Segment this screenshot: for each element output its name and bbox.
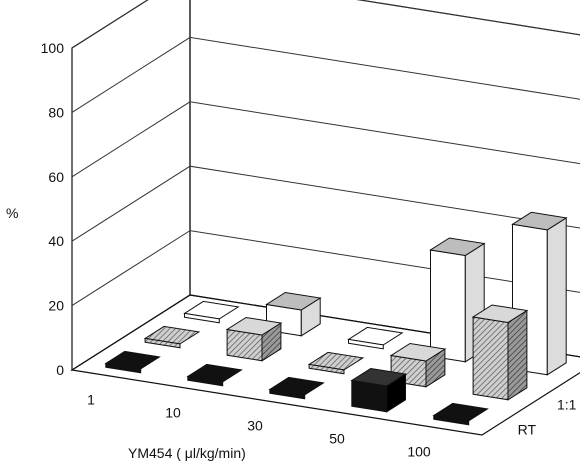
bar-front [348, 338, 384, 350]
bar-RT-50 [350, 367, 407, 413]
bar-side [507, 309, 528, 401]
bar-1-4-100 [511, 211, 568, 376]
bar-1-4-1 [183, 300, 240, 324]
bar-side [546, 216, 567, 376]
x-tick-50: 50 [329, 431, 345, 447]
bar-1-1-10 [225, 316, 283, 362]
gridline-40 [71, 165, 580, 242]
x-tick-labels: 1 10 30 50 100 [87, 392, 431, 460]
bar-front [430, 249, 466, 363]
y-tick-20: 20 [48, 298, 64, 314]
bar-top [471, 304, 529, 324]
bar-front [184, 312, 220, 324]
y-axis-title: % [6, 205, 18, 221]
series-label-1-1: 1:1 [557, 397, 577, 413]
gridline-80 [71, 36, 580, 113]
bar-RT-30 [268, 376, 325, 400]
bar-front [187, 375, 224, 387]
y-tick-60: 60 [48, 169, 64, 185]
chart-floor [70, 294, 580, 436]
bar-top [429, 237, 486, 257]
bar-top [350, 367, 407, 387]
bar-top [225, 316, 283, 336]
bar-front [472, 316, 509, 401]
bar-top [265, 291, 322, 311]
x-tick-30: 30 [247, 418, 263, 434]
bar-RT-100 [432, 402, 489, 426]
y-tick-80: 80 [48, 104, 64, 120]
x-axis-title: YM454 ( μl/kg/min) [128, 445, 246, 461]
x-tick-10: 10 [165, 405, 181, 421]
series-label-RT: RT [518, 422, 537, 438]
gridline-100 [71, 0, 580, 49]
bar-RT-10 [186, 363, 243, 387]
bar-1-1-30 [307, 351, 365, 375]
gridline-20 [71, 230, 580, 307]
y-tick-100: 100 [41, 40, 65, 56]
bar-top [389, 342, 447, 362]
gridline-60 [71, 101, 580, 178]
bar-top [511, 211, 568, 231]
bar-1-4-50 [429, 237, 486, 363]
y-tick-labels: 0 20 40 60 80 100 [41, 40, 65, 378]
x-tick-1: 1 [87, 392, 95, 408]
floor-plane [70, 294, 580, 436]
bar-front [144, 337, 181, 349]
bars [104, 211, 568, 426]
x-tick-100: 100 [407, 444, 431, 460]
series-labels: RT1:11:4 [518, 397, 577, 438]
y-tick-40: 40 [48, 233, 64, 249]
bar-front [105, 362, 142, 374]
bar-1-4-30 [347, 326, 404, 350]
bar-front [269, 388, 306, 400]
bar-front [308, 363, 345, 375]
bar-1-1-100 [471, 304, 529, 401]
bar-1-1-1 [143, 325, 201, 349]
y-tick-0: 0 [56, 362, 64, 378]
bar-RT-1 [104, 350, 161, 374]
side-wall [71, 0, 191, 372]
bar-front [433, 414, 470, 426]
